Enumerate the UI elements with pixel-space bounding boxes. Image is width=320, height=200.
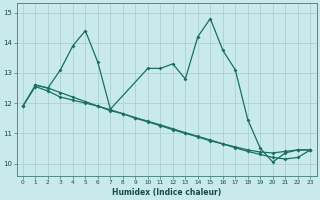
X-axis label: Humidex (Indice chaleur): Humidex (Indice chaleur) <box>112 188 221 197</box>
